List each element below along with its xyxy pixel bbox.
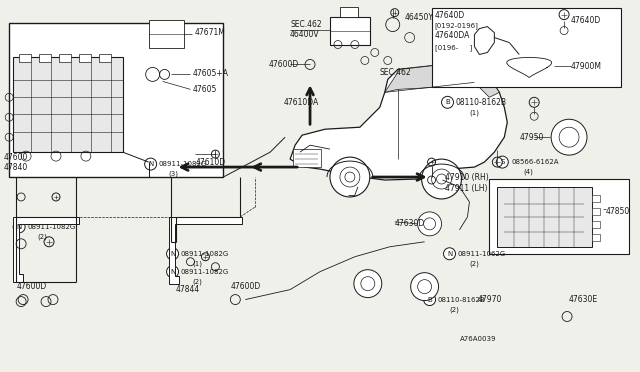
Circle shape — [145, 158, 157, 170]
Circle shape — [551, 119, 587, 155]
Circle shape — [424, 294, 436, 305]
Text: 08110-8162B: 08110-8162B — [438, 296, 485, 302]
Text: 47610DA: 47610DA — [283, 98, 318, 107]
Text: 47600: 47600 — [3, 153, 28, 161]
Circle shape — [497, 156, 508, 168]
Circle shape — [166, 248, 179, 260]
Text: 47671M: 47671M — [195, 28, 225, 37]
Circle shape — [418, 212, 442, 236]
Text: 47630E: 47630E — [569, 295, 598, 304]
Text: 08566-6162A: 08566-6162A — [511, 159, 559, 165]
Text: 47844: 47844 — [175, 285, 200, 294]
Text: 08911-1082G: 08911-1082G — [27, 224, 76, 230]
Text: 47640D: 47640D — [435, 11, 465, 20]
Text: 47610D: 47610D — [195, 158, 225, 167]
Bar — [13, 58, 123, 152]
Bar — [592, 221, 600, 228]
Bar — [293, 149, 321, 167]
Text: (2): (2) — [449, 306, 460, 313]
Circle shape — [411, 273, 438, 301]
Text: 47840: 47840 — [3, 163, 28, 171]
Bar — [148, 20, 184, 48]
Text: 08911-1082G: 08911-1082G — [159, 161, 207, 167]
Text: 46450Y: 46450Y — [404, 13, 434, 22]
Bar — [9, 23, 223, 177]
Text: 47970: 47970 — [477, 295, 502, 304]
Bar — [79, 54, 91, 62]
Text: 08911-1062G: 08911-1062G — [458, 251, 506, 257]
Text: (2): (2) — [469, 260, 479, 267]
Bar — [497, 187, 592, 247]
Text: 47850: 47850 — [606, 208, 630, 217]
Text: SEC.462: SEC.462 — [290, 20, 322, 29]
Text: (4): (4) — [524, 169, 533, 175]
Bar — [19, 54, 31, 62]
Text: 47640D: 47640D — [571, 16, 602, 25]
Text: 47600D: 47600D — [230, 282, 260, 291]
Bar — [431, 8, 621, 87]
Text: 46400V: 46400V — [290, 30, 320, 39]
Text: B: B — [445, 99, 450, 105]
Circle shape — [361, 277, 375, 291]
Text: A76A0039: A76A0039 — [460, 336, 496, 342]
Bar — [330, 17, 370, 45]
Text: 47605+A: 47605+A — [193, 69, 228, 78]
Bar — [39, 54, 51, 62]
Bar — [592, 195, 600, 202]
Circle shape — [354, 270, 382, 298]
Bar — [59, 54, 71, 62]
Text: N: N — [148, 161, 153, 167]
Text: 47900M: 47900M — [571, 62, 602, 71]
Text: 47605: 47605 — [193, 85, 217, 94]
Text: N: N — [17, 224, 22, 230]
Text: 47910 (RH): 47910 (RH) — [445, 173, 488, 182]
Text: 47630D: 47630D — [395, 219, 425, 228]
Text: (1): (1) — [469, 109, 479, 116]
Circle shape — [166, 266, 179, 278]
Circle shape — [418, 280, 431, 294]
Polygon shape — [290, 65, 508, 180]
Circle shape — [13, 221, 25, 233]
Text: 08911-1082G: 08911-1082G — [180, 251, 228, 257]
Bar — [490, 179, 629, 254]
Text: N: N — [170, 269, 175, 275]
Text: (3): (3) — [168, 171, 179, 177]
Text: (2): (2) — [193, 278, 202, 285]
Text: B: B — [428, 296, 432, 302]
Text: 47600D: 47600D — [16, 282, 46, 291]
Circle shape — [422, 159, 461, 199]
Text: [0192-0196]: [0192-0196] — [435, 22, 479, 29]
Text: (1): (1) — [193, 260, 202, 267]
Text: SEC.462: SEC.462 — [380, 68, 412, 77]
Circle shape — [444, 248, 456, 260]
Circle shape — [330, 157, 370, 197]
Text: N: N — [170, 251, 175, 257]
Polygon shape — [467, 67, 499, 97]
Circle shape — [442, 96, 454, 108]
Text: 47911 (LH): 47911 (LH) — [445, 185, 487, 193]
Circle shape — [424, 218, 436, 230]
Bar — [99, 54, 111, 62]
Bar — [340, 7, 358, 17]
Polygon shape — [474, 26, 494, 54]
Text: S: S — [500, 159, 504, 165]
Text: 47950: 47950 — [519, 133, 543, 142]
Polygon shape — [13, 217, 79, 282]
Polygon shape — [385, 65, 474, 92]
Text: 47600D: 47600D — [268, 60, 298, 69]
Polygon shape — [168, 217, 243, 283]
Text: N: N — [447, 251, 452, 257]
Text: [0196-     ]: [0196- ] — [435, 44, 472, 51]
Text: 47640DA: 47640DA — [435, 31, 470, 40]
Bar — [592, 234, 600, 241]
Text: 08110-8162B: 08110-8162B — [456, 98, 506, 107]
Circle shape — [559, 127, 579, 147]
Text: (2): (2) — [37, 234, 47, 240]
Text: 08911-1082G: 08911-1082G — [180, 269, 228, 275]
Bar — [592, 208, 600, 215]
